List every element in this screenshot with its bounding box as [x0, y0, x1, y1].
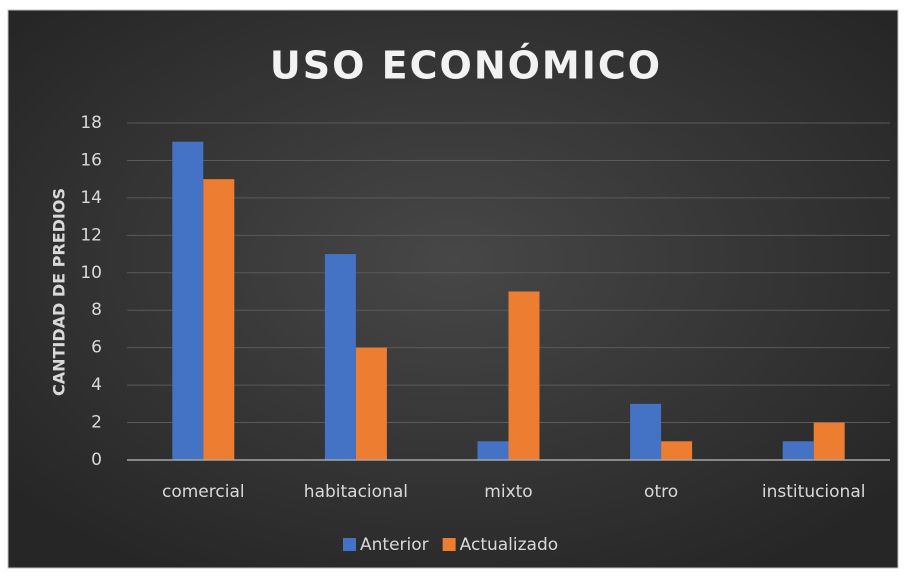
y-tick-label: 6: [91, 338, 102, 358]
bar: [813, 422, 845, 460]
bar: [355, 347, 387, 460]
bar: [324, 254, 356, 460]
bar: [477, 441, 509, 460]
bar: [630, 403, 662, 460]
x-tick-label: mixto: [484, 482, 532, 502]
y-tick-label: 10: [80, 263, 102, 283]
x-tick-label: otro: [644, 482, 678, 502]
y-tick-label: 2: [91, 413, 102, 433]
y-tick-label: 16: [80, 150, 102, 170]
legend-label: Actualizado: [460, 535, 559, 555]
bar: [172, 141, 204, 460]
chart-title: USO ECONÓMICO: [270, 44, 662, 88]
bar: [782, 441, 814, 460]
bar: [661, 441, 693, 460]
x-tick-label: institucional: [762, 482, 866, 502]
y-axis-label: CANTIDAD DE PREDIOS: [50, 188, 69, 396]
bar: [508, 291, 540, 460]
y-tick-label: 18: [80, 113, 102, 133]
y-tick-label: 12: [80, 225, 102, 245]
legend-label: Anterior: [360, 535, 429, 555]
y-tick-label: 4: [91, 375, 102, 395]
y-tick-label: 8: [91, 300, 102, 320]
legend-swatch: [343, 538, 356, 551]
bar: [203, 179, 235, 460]
y-tick-label: 14: [80, 188, 102, 208]
y-tick-label: 0: [91, 450, 102, 470]
x-tick-label: comercial: [162, 482, 245, 502]
legend-swatch: [442, 538, 456, 551]
x-tick-label: habitacional: [304, 482, 408, 502]
chart-background: [7, 9, 899, 569]
